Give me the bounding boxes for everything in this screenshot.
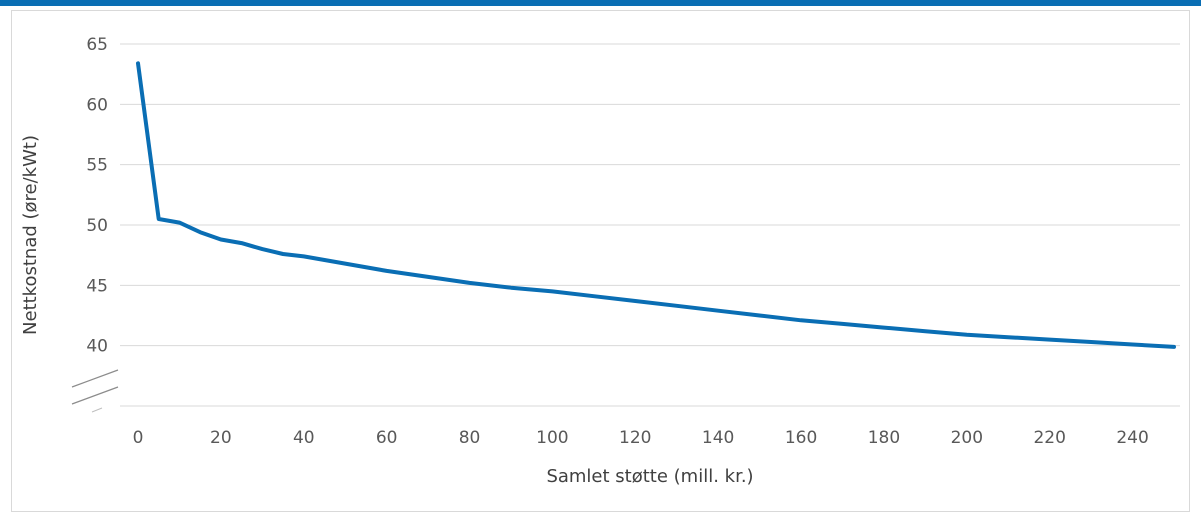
top-accent-bar bbox=[0, 0, 1201, 6]
series bbox=[136, 61, 1176, 349]
y-tick-label: 65 bbox=[86, 35, 108, 55]
axis-break-mark-1 bbox=[71, 369, 119, 388]
y-axis-break bbox=[71, 369, 119, 413]
x-tick-label: 0 bbox=[133, 428, 144, 448]
y-tick-label: 55 bbox=[86, 156, 108, 176]
x-tick-label: 100 bbox=[536, 428, 568, 448]
x-tick-label: 180 bbox=[868, 428, 900, 448]
x-tick-label: 200 bbox=[951, 428, 983, 448]
x-tick-label: 120 bbox=[619, 428, 651, 448]
x-tick-label: 40 bbox=[293, 428, 315, 448]
axis-break-tick bbox=[91, 407, 103, 413]
x-axis-title: Samlet støtte (mill. kr.) bbox=[546, 466, 753, 487]
x-tick-label: 160 bbox=[785, 428, 817, 448]
y-tick-label: 40 bbox=[86, 337, 108, 357]
y-tick-label: 60 bbox=[86, 95, 108, 115]
y-tick-labels: 40 45 50 55 60 65 bbox=[86, 35, 108, 357]
chart-border bbox=[11, 10, 1190, 512]
x-tick-label: 20 bbox=[210, 428, 232, 448]
gridlines bbox=[120, 43, 1180, 407]
series-line-1 bbox=[136, 61, 1176, 349]
x-tick-label: 80 bbox=[459, 428, 481, 448]
x-tick-label: 220 bbox=[1033, 428, 1065, 448]
y-tick-label: 45 bbox=[86, 276, 108, 296]
x-tick-label: 240 bbox=[1116, 428, 1148, 448]
y-tick-label: 50 bbox=[86, 216, 108, 236]
y-axis-title: Nettkostnad (øre/kWt) bbox=[20, 135, 41, 335]
axis-break-mark-2 bbox=[71, 386, 119, 405]
x-tick-label: 140 bbox=[702, 428, 734, 448]
x-tick-label: 60 bbox=[376, 428, 398, 448]
x-tick-labels: 0 20 40 60 80 100 120 140 160 180 200 220 240 bbox=[133, 428, 1149, 448]
